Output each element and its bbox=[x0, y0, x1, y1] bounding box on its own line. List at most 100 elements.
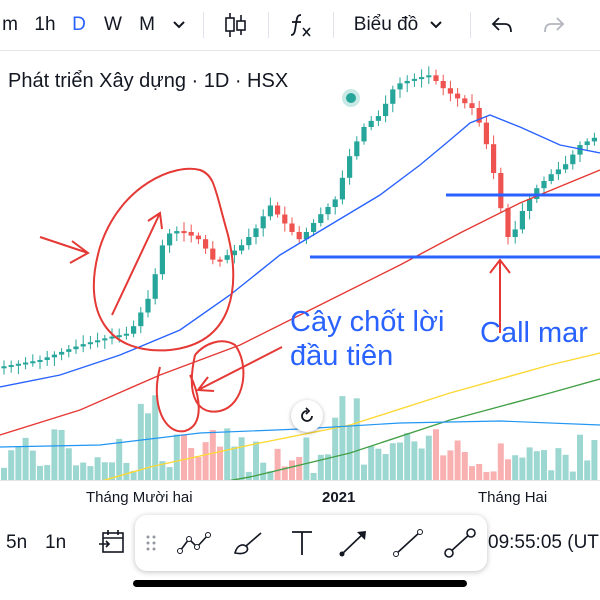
volume-bar bbox=[101, 462, 108, 493]
candle-body bbox=[476, 108, 482, 123]
candle-body bbox=[174, 231, 180, 234]
interval-day[interactable]: D bbox=[72, 14, 86, 35]
fx-icon[interactable] bbox=[285, 0, 315, 50]
price-chart[interactable] bbox=[0, 50, 600, 510]
volume-bar bbox=[447, 450, 454, 493]
brush-icon[interactable] bbox=[231, 527, 265, 559]
reset-icon[interactable] bbox=[291, 400, 323, 432]
candle-body bbox=[447, 88, 453, 94]
volume-bar bbox=[519, 457, 526, 493]
volume-bar bbox=[375, 448, 382, 493]
candle-body bbox=[102, 338, 108, 341]
volume-bar bbox=[260, 462, 267, 493]
candle-body bbox=[145, 298, 151, 313]
chart-type-button[interactable]: Biểu đồ bbox=[353, 14, 419, 35]
arrow-icon[interactable] bbox=[337, 527, 371, 559]
candle-body bbox=[267, 205, 273, 217]
volume-bar bbox=[339, 396, 346, 493]
candle-body bbox=[462, 98, 468, 104]
volume-bar bbox=[94, 457, 101, 493]
volume-bar bbox=[469, 466, 475, 493]
candle-body bbox=[383, 103, 389, 117]
volume-bar bbox=[231, 446, 238, 493]
interval-month[interactable]: M bbox=[139, 14, 155, 35]
drag-handle-icon[interactable] bbox=[141, 527, 161, 559]
candle-body bbox=[217, 259, 223, 262]
candle-body bbox=[224, 255, 230, 260]
interval-minute[interactable]: m bbox=[2, 14, 18, 35]
range-5-years[interactable]: 5n bbox=[6, 532, 28, 553]
volume-bar bbox=[382, 454, 389, 493]
toolbar-divider bbox=[203, 12, 204, 38]
candle-body bbox=[469, 103, 475, 108]
ma-yellow-line bbox=[59, 352, 600, 494]
chevron-down-icon[interactable] bbox=[425, 0, 447, 50]
chart-title: Phát triển Xây dựng · 1D · HSX bbox=[8, 70, 289, 92]
candle-body bbox=[73, 346, 79, 350]
time-axis[interactable]: Tháng Mười hai 2021 Tháng Hai bbox=[0, 480, 600, 513]
candle-body bbox=[390, 89, 396, 104]
candles-icon[interactable] bbox=[220, 0, 250, 50]
volume-bar bbox=[145, 413, 151, 493]
interval-week[interactable]: W bbox=[104, 14, 122, 35]
candle-body bbox=[23, 362, 29, 365]
volume-bar bbox=[8, 450, 15, 493]
candle-body bbox=[440, 81, 446, 89]
candle-body bbox=[491, 144, 497, 173]
trend-line-icon[interactable] bbox=[177, 527, 211, 559]
candle-body bbox=[95, 340, 101, 343]
volume-bar bbox=[22, 437, 29, 493]
candle-body bbox=[498, 173, 504, 209]
volume-bar bbox=[512, 455, 519, 493]
volume-bar bbox=[238, 437, 245, 493]
red-arrow-left bbox=[39, 236, 90, 264]
red-small-circle-2 bbox=[190, 340, 245, 413]
drawing-tools-panel bbox=[135, 515, 487, 571]
candle-body bbox=[253, 228, 259, 238]
volume-bar bbox=[253, 441, 259, 493]
volume-bar bbox=[303, 437, 310, 493]
redo-icon[interactable] bbox=[540, 0, 568, 50]
volume-bar bbox=[281, 466, 288, 493]
candle-body bbox=[332, 199, 338, 207]
candle-body bbox=[303, 232, 309, 240]
volume-bar bbox=[181, 434, 187, 493]
volume-bar bbox=[411, 441, 418, 493]
candle-body bbox=[455, 93, 461, 99]
volume-bar bbox=[454, 440, 461, 493]
candle-body bbox=[181, 231, 187, 234]
candle-body bbox=[548, 174, 554, 181]
chevron-down-icon[interactable] bbox=[168, 0, 190, 50]
candle-body bbox=[203, 239, 209, 249]
interval-1h[interactable]: 1h bbox=[34, 14, 56, 35]
candle-body bbox=[404, 80, 410, 84]
text-icon[interactable] bbox=[285, 527, 319, 559]
candle-body bbox=[123, 333, 129, 336]
volume-bar bbox=[505, 459, 511, 493]
candle-body bbox=[1, 366, 7, 369]
toolbar-divider bbox=[268, 12, 269, 38]
line-icon[interactable] bbox=[391, 527, 425, 559]
candle-body bbox=[512, 229, 518, 237]
range-1-year[interactable]: 1n bbox=[45, 532, 67, 553]
candle-body bbox=[37, 360, 43, 362]
candle-body bbox=[80, 344, 86, 347]
red-small-circle-1 bbox=[155, 366, 200, 433]
candle-body bbox=[131, 326, 137, 334]
candle-body bbox=[354, 141, 360, 157]
x-label-december: Tháng Mười hai bbox=[86, 489, 193, 506]
volume-bar bbox=[346, 425, 353, 493]
shape-icon[interactable] bbox=[443, 527, 477, 559]
candle-body bbox=[325, 207, 331, 215]
undo-icon[interactable] bbox=[488, 0, 516, 50]
candle-body bbox=[318, 214, 324, 223]
candle-body bbox=[527, 199, 533, 211]
volume-bar bbox=[65, 448, 72, 493]
volume-bar bbox=[51, 429, 58, 493]
candle-body bbox=[66, 349, 72, 352]
calendar-range-icon[interactable] bbox=[98, 529, 126, 561]
candle-body bbox=[239, 245, 245, 251]
volume-bar bbox=[15, 446, 22, 493]
candle-body bbox=[51, 354, 57, 358]
candle-body bbox=[411, 78, 417, 81]
